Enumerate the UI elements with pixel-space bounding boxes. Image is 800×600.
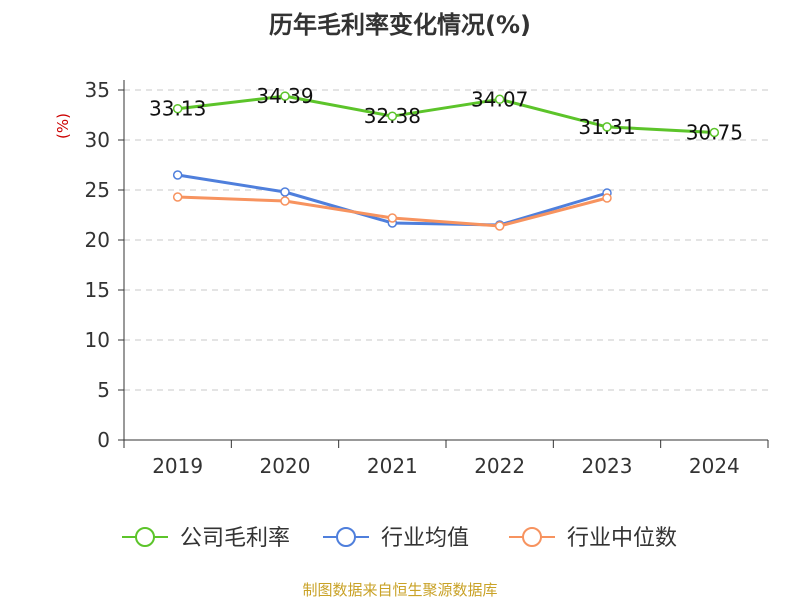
axes: 0 5 10 15 20 25 30 35 2019 2020 2021 2022 2023 2024	[85, 78, 769, 478]
data-point[interactable]	[280, 196, 290, 206]
data-labels: 33.13 34.39 32.38 34.07 31.31 30.75	[149, 84, 743, 144]
series-2	[172, 192, 612, 231]
x-tick-label: 2019	[152, 454, 203, 478]
legend-label: 行业中位数	[567, 526, 677, 551]
legend-marker	[336, 527, 356, 547]
data-label: 30.75	[686, 121, 743, 145]
y-tick-label: 25	[85, 178, 110, 202]
legend-label: 公司毛利率	[180, 526, 290, 551]
chart-title: 历年毛利率变化情况(%)	[269, 11, 531, 39]
legend-item-0[interactable]: 公司毛利率	[122, 526, 290, 551]
y-tick-label: 20	[85, 228, 110, 252]
data-label: 34.39	[256, 84, 313, 108]
y-tick-label: 10	[85, 328, 110, 352]
y-tick-label: 5	[97, 378, 110, 402]
data-label: 31.31	[578, 115, 635, 139]
legend-label: 行业均值	[381, 526, 469, 551]
series-0	[172, 91, 720, 138]
data-point[interactable]	[602, 122, 612, 132]
data-label: 33.13	[149, 97, 206, 121]
x-tick-label: 2023	[582, 454, 633, 478]
y-tick-label: 35	[85, 78, 110, 102]
legend[interactable]: 公司毛利率 行业均值 行业中位数	[122, 526, 677, 551]
y-tick-label: 30	[85, 128, 110, 152]
data-point[interactable]	[494, 94, 505, 105]
series-layer	[172, 91, 720, 231]
y-tick-label: 0	[97, 428, 110, 452]
x-tick-label: 2022	[474, 454, 525, 478]
data-point[interactable]	[172, 103, 183, 114]
x-tick-label: 2024	[689, 454, 740, 478]
legend-marker	[135, 527, 155, 547]
legend-marker	[522, 527, 542, 547]
legend-item-2[interactable]: 行业中位数	[509, 526, 677, 551]
data-point[interactable]	[709, 127, 720, 138]
data-label: 34.07	[471, 87, 528, 111]
y-tick-label: 15	[85, 278, 110, 302]
series-line	[177, 94, 715, 134]
x-tick-label: 2020	[260, 454, 311, 478]
x-tick-label: 2021	[367, 454, 418, 478]
data-label: 32.38	[364, 104, 421, 128]
legend-item-1[interactable]: 行业均值	[323, 526, 469, 551]
y-axis-label: (%)	[54, 113, 72, 139]
data-point[interactable]	[387, 111, 398, 121]
data-point[interactable]	[280, 91, 290, 101]
data-point[interactable]	[387, 213, 398, 223]
data-point[interactable]	[494, 221, 505, 231]
data-point[interactable]	[280, 187, 290, 197]
data-point[interactable]	[172, 170, 183, 180]
source-note: 制图数据来自恒生聚源数据库	[302, 581, 497, 599]
grid-lines	[124, 89, 768, 391]
data-point[interactable]	[172, 192, 183, 202]
data-point[interactable]	[602, 193, 612, 203]
